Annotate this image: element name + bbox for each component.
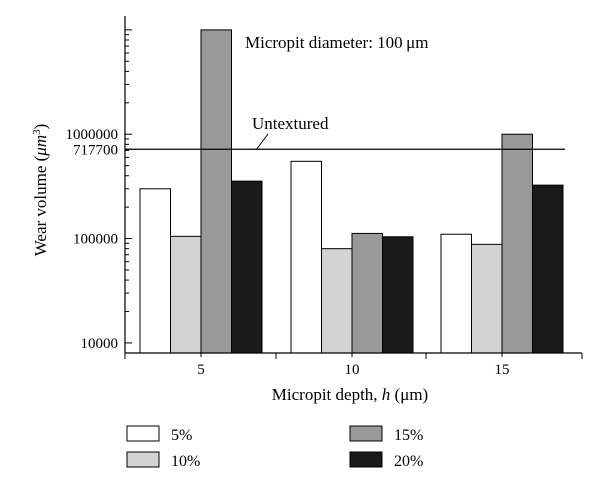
legend: 5% 10% 15% 20% (126, 425, 423, 470)
x-tick-label: 5 (197, 362, 205, 378)
x-tick-label: 15 (495, 362, 510, 378)
y-tick-label: 10000 (81, 336, 119, 352)
y-tick-label: 1000000 (66, 127, 119, 143)
x-axis-title: Micropit depth, h (μm) (272, 385, 428, 404)
reference-line-label: Untextured (252, 114, 329, 133)
bar-15pct-depth-15 (501, 133, 533, 354)
bar-5pct-depth-15 (440, 233, 472, 354)
reference-line-leader (255, 133, 269, 151)
legend-label: 15% (394, 427, 423, 444)
bar-5pct-depth-10 (290, 160, 322, 354)
chart-annotation: Micropit diameter: 100 μm (245, 33, 428, 52)
bar-10pct-depth-10 (321, 248, 353, 354)
legend-swatch-5pct (126, 425, 160, 442)
legend-swatch-15pct (349, 425, 383, 442)
bar-10pct-depth-5 (170, 235, 202, 354)
bar-20pct-depth-5 (231, 180, 263, 354)
legend-swatch-20pct (349, 451, 383, 468)
y-tick-label: 100000 (73, 232, 118, 248)
legend-label: 10% (171, 453, 200, 470)
reference-line-group (125, 133, 565, 151)
legend-label: 20% (394, 453, 423, 470)
bar-20pct-depth-10 (382, 236, 414, 354)
bar-5pct-depth-5 (139, 188, 171, 354)
legend-label: 5% (171, 427, 192, 444)
x-tick-label: 10 (345, 362, 360, 378)
bars-group (139, 29, 564, 354)
bar-15pct-depth-5 (200, 29, 232, 354)
bar-15pct-depth-10 (351, 232, 383, 354)
y-axis-title: Wear volume (μm3) (31, 124, 50, 257)
legend-swatch-10pct (126, 451, 160, 468)
bar-20pct-depth-15 (532, 184, 564, 354)
y-tick-label: 717700 (73, 142, 118, 158)
bar-10pct-depth-15 (471, 243, 503, 354)
